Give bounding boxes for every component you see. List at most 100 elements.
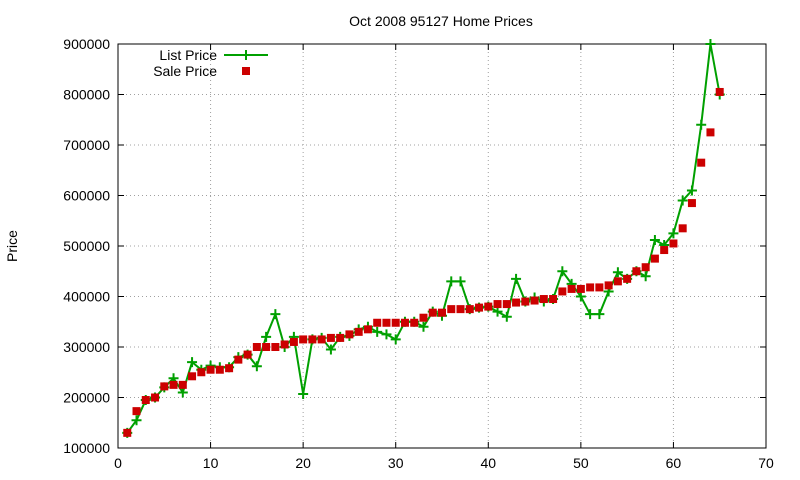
list-price-point (418, 321, 429, 332)
sale-price-point (280, 340, 289, 349)
legend-marker-list-price (241, 50, 251, 60)
grid-lines (118, 44, 766, 448)
list-price-point (446, 276, 457, 287)
list-price-point (131, 415, 142, 426)
list-price-point (511, 273, 522, 284)
y-tick-label: 800000 (63, 87, 110, 103)
y-tick-label: 900000 (63, 36, 110, 52)
list-price-point (585, 309, 596, 320)
sale-price-point (419, 313, 428, 322)
sale-price-point (650, 254, 659, 263)
y-tick-label: 100000 (63, 440, 110, 456)
sale-price-point (197, 368, 206, 377)
sale-price-point (243, 350, 252, 359)
sale-price-point (252, 343, 261, 351)
sale-price-point (586, 283, 595, 292)
y-tick-label: 200000 (63, 390, 110, 406)
list-price-point (492, 306, 503, 317)
sale-price-point (502, 300, 511, 309)
sale-price-point (660, 246, 669, 255)
list-price-point (594, 309, 605, 320)
y-tick-label: 500000 (63, 238, 110, 254)
sale-price-point (632, 267, 641, 276)
list-price-point (372, 326, 383, 337)
y-axis-label: Price (4, 230, 20, 262)
sale-price-point (299, 335, 308, 344)
sale-price-point (493, 300, 502, 309)
sale-price-point (484, 302, 493, 311)
list-price-point (557, 266, 568, 277)
list-price-point (640, 271, 651, 282)
x-tick-label: 20 (295, 455, 311, 471)
sale-price-point (438, 308, 446, 317)
list-price-point (298, 388, 309, 399)
sale-price-point (234, 355, 243, 364)
sale-price-point (354, 327, 363, 336)
legend-marker-sale-price (242, 67, 250, 75)
sale-price-point (475, 303, 484, 312)
list-price-point (696, 119, 707, 130)
sale-price-point (373, 318, 382, 327)
sale-price-point (289, 337, 298, 346)
sale-price-point (363, 325, 372, 334)
list-price-point (668, 228, 679, 239)
y-tick-label: 700000 (63, 137, 110, 153)
sale-price-point (530, 296, 539, 305)
sale-price-point (641, 263, 650, 272)
sale-price-point (308, 335, 317, 344)
sale-price-point (456, 305, 465, 314)
list-price-point (705, 39, 716, 49)
sale-price-point (160, 382, 169, 391)
sale-price-point (141, 396, 150, 405)
chart-title: Oct 2008 95127 Home Prices (349, 13, 533, 29)
list-price-point (686, 185, 697, 196)
sale-price-point (132, 407, 141, 416)
sale-price-point (549, 295, 558, 304)
legend: List Price Sale Price (153, 47, 268, 79)
sale-price-point (206, 365, 215, 374)
sale-price-point (428, 308, 437, 317)
sale-price-point (336, 333, 345, 342)
list-price-point (261, 331, 272, 342)
x-tick-label: 50 (573, 455, 589, 471)
sale-price-point (178, 380, 187, 389)
sale-price-point (697, 158, 706, 167)
sale-price-point (687, 199, 696, 208)
x-tick-label: 30 (388, 455, 404, 471)
sale-price-point (215, 365, 224, 374)
list-price-point (381, 329, 392, 340)
sale-price-point (715, 87, 724, 96)
sale-price-point (382, 318, 391, 327)
sale-price-point (613, 277, 622, 286)
sale-price-point (595, 283, 604, 292)
sale-price-point (151, 393, 160, 402)
y-tick-label: 300000 (63, 339, 110, 355)
x-tick-label: 70 (758, 455, 774, 471)
sale-price-point (345, 330, 354, 339)
sale-price-point (604, 281, 613, 290)
sale-price-point (225, 364, 234, 373)
list-price-point (390, 334, 401, 345)
list-price-point (455, 276, 466, 287)
sale-price-point (410, 318, 419, 327)
y-tick-label: 600000 (63, 188, 110, 204)
list-price-point (575, 291, 586, 302)
sale-price-point (706, 128, 715, 137)
list-price-point (177, 387, 188, 398)
sale-price-point (317, 335, 326, 344)
sale-price-point (262, 343, 271, 351)
legend-label-list-price: List Price (159, 47, 217, 63)
x-tick-label: 10 (203, 455, 219, 471)
sale-price-point (447, 305, 456, 314)
sale-price-point (465, 305, 474, 314)
list-price-point (187, 357, 198, 368)
x-tick-label: 40 (480, 455, 496, 471)
sale-price-point (539, 295, 548, 304)
list-price-point (251, 361, 262, 372)
y-tick-label: 400000 (63, 289, 110, 305)
sale-price-point (576, 284, 585, 293)
sale-price-point (623, 274, 632, 283)
sale-price-point (521, 297, 530, 306)
